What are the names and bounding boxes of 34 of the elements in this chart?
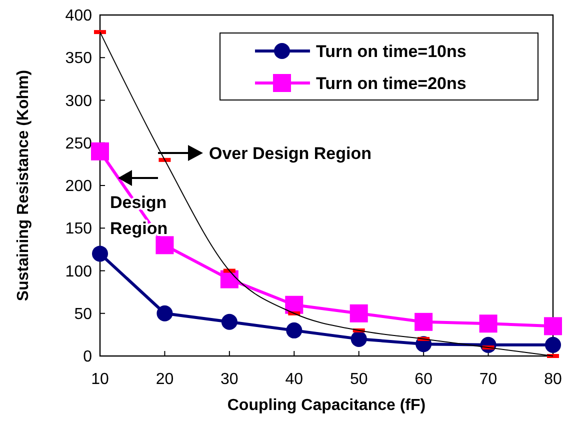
x-tick-label: 50 [350, 371, 368, 388]
y-tick-label: 300 [65, 92, 92, 110]
point [156, 236, 174, 254]
y-tick-label: 0 [83, 348, 92, 366]
x-tick-label: 60 [414, 371, 433, 388]
point [414, 312, 433, 331]
point [545, 336, 561, 353]
x-tick-label: 40 [285, 371, 304, 388]
point [544, 317, 562, 336]
legend-label: Turn on time=20ns [316, 74, 466, 93]
point [350, 330, 367, 347]
point [92, 246, 108, 262]
y-axis-title: Sustaining Resistance (Kohm) [15, 70, 32, 302]
x-tick-label: 10 [91, 371, 109, 388]
y-tick-label: 350 [65, 50, 92, 68]
point [350, 304, 368, 322]
x-tick-label: 20 [156, 371, 174, 388]
point [221, 314, 238, 330]
x-tick-label: 80 [544, 371, 562, 388]
x-tick-label: 70 [479, 371, 498, 388]
point [479, 314, 498, 333]
y-tick-label: 100 [65, 263, 92, 280]
point [156, 305, 173, 322]
y-tick-label: 150 [65, 220, 92, 238]
point [286, 322, 302, 338]
y-tick-label: 400 [65, 8, 92, 25]
annotation: Over Design Region [209, 144, 372, 163]
legend-label: Turn on time=10ns [316, 42, 466, 61]
y-tick-label: 200 [65, 178, 92, 196]
x-axis-title: Coupling Capacitance (fF) [227, 397, 426, 414]
point [91, 142, 109, 160]
y-tick-label: 50 [74, 306, 92, 323]
x-tick-label: 30 [220, 371, 238, 388]
y-tick-label: 250 [65, 135, 92, 152]
